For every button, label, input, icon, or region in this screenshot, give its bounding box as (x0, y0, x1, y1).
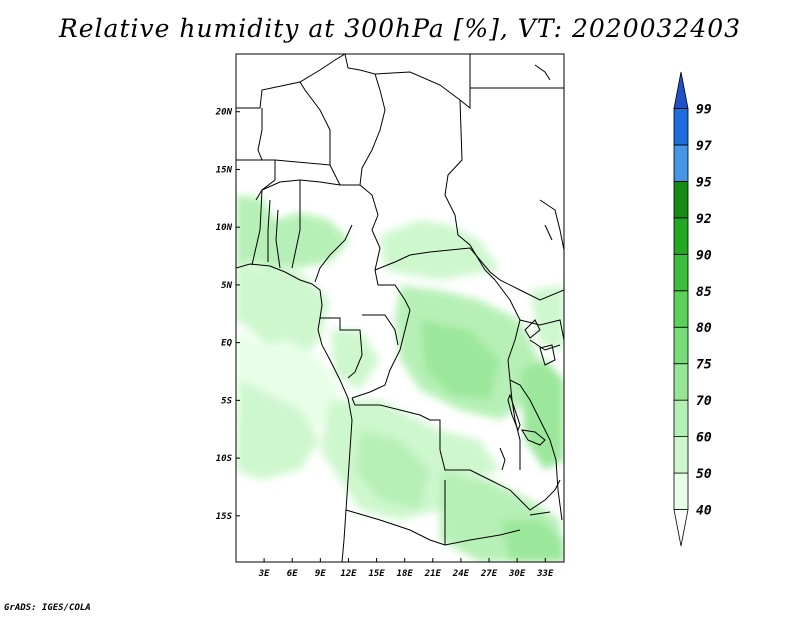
lon-tick-label: 9E (315, 569, 326, 579)
colorbar-label: 60 (696, 431, 712, 446)
lon-tick-label: 21E (424, 569, 442, 579)
humidity-field (236, 195, 564, 562)
colorbar-swatch (673, 144, 689, 182)
colorbar-swatch (673, 363, 689, 401)
lat-tick-label: 10S (216, 454, 233, 464)
colorbar-swatch (673, 217, 689, 255)
colorbar-label: 97 (696, 139, 712, 154)
lon-tick-label: 12E (340, 569, 357, 579)
lat-tick-label: 10N (216, 223, 233, 233)
colorbar-swatch (673, 326, 689, 365)
colorbar-label: 80 (696, 321, 712, 336)
lat-tick-label: 20N (215, 108, 233, 118)
colorbar-label: 40 (696, 504, 712, 519)
lon-tick-label: 24E (452, 569, 470, 579)
lon-tick-label: 15E (368, 569, 385, 579)
colorbar-swatch (673, 290, 689, 328)
lon-tick-label: 33E (536, 569, 554, 579)
colorbar-label: 70 (696, 394, 712, 409)
latitude-axis: 20N 15N 10N 5N EQ 5S 10S 15S (215, 108, 240, 522)
lon-tick-label: 3E (258, 569, 270, 579)
colorbar-swatch (673, 253, 689, 292)
lat-tick-label: 5S (221, 396, 232, 406)
lat-tick-label: 15S (216, 512, 233, 522)
colorbar-label: 50 (696, 467, 712, 482)
colorbar-swatch (673, 472, 689, 510)
lat-tick-label: 5N (221, 281, 232, 291)
colorbar-label: 90 (696, 248, 712, 263)
lat-tick-label: EQ (221, 339, 232, 349)
colorbar-label: 92 (696, 212, 712, 227)
colorbar-swatch (673, 71, 689, 109)
colorbar-swatch (673, 509, 689, 547)
colorbar-label: 85 (696, 285, 712, 300)
chart-title: Relative humidity at 300hPa [%], VT: 202… (58, 14, 742, 43)
lon-tick-label: 27E (480, 569, 498, 579)
grads-credit: GrADS: IGES/COLA (4, 603, 91, 613)
colorbar-swatch (673, 108, 689, 146)
colorbar-swatch (673, 436, 689, 474)
country-borders (236, 54, 564, 562)
colorbar-swatch (673, 399, 689, 438)
colorbar-swatch (673, 180, 689, 219)
lon-tick-label: 6E (287, 569, 298, 579)
lon-tick-label: 30E (508, 569, 526, 579)
colorbar-label: 75 (696, 358, 712, 373)
map-frame (235, 53, 565, 563)
colorbar-label: 95 (696, 175, 712, 190)
longitude-axis: 3E 6E 9E 12E 15E 18E 21E 24E 27E 30E 33E (258, 558, 554, 579)
colorbar-label: 99 (696, 102, 712, 117)
lon-tick-label: 18E (397, 569, 414, 579)
lat-tick-label: 15N (216, 165, 233, 175)
